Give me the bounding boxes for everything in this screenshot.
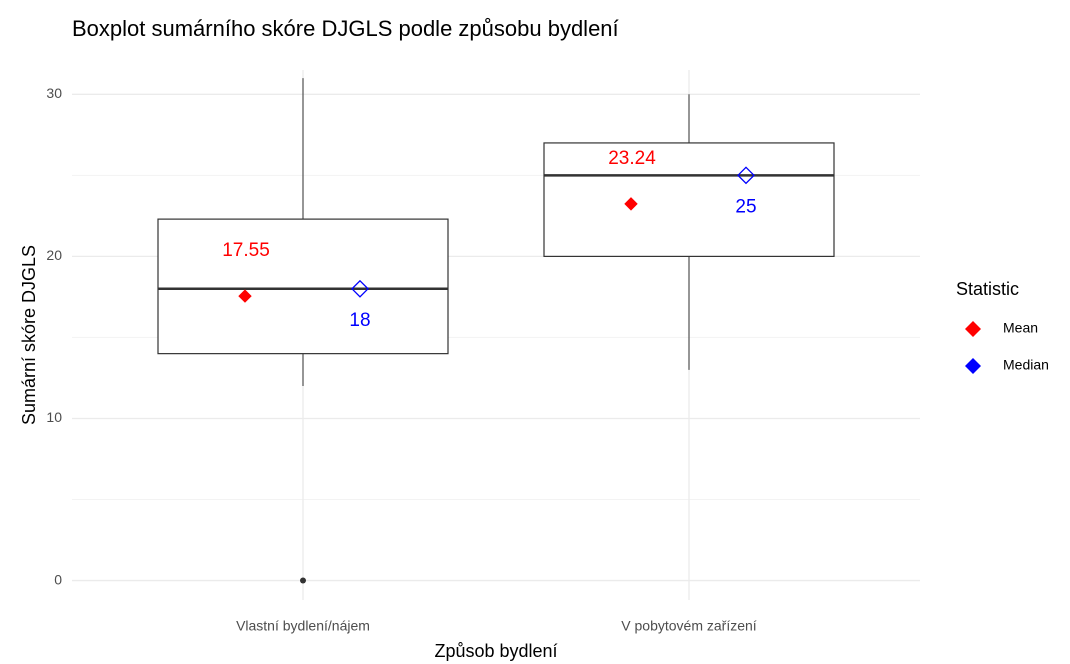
legend-marker (965, 321, 981, 337)
median-point (351, 279, 369, 298)
box (157, 218, 449, 355)
y-tick-label: 30 (46, 85, 62, 101)
x-tick-label: Vlastní bydlení/nájem (236, 618, 370, 634)
y-axis-label: Sumární skóre DJGLS (19, 245, 39, 425)
outlier (300, 577, 306, 584)
legend-marker (965, 358, 981, 374)
chart-title: Boxplot sumárního skóre DJGLS podle způs… (72, 16, 619, 41)
x-axis-label: Způsob bydlení (434, 641, 557, 661)
mean-point (624, 197, 638, 211)
data-label: 25 (735, 196, 756, 217)
data-label: 18 (349, 310, 370, 331)
data-label: 17.55 (222, 240, 270, 261)
median-point (737, 166, 755, 185)
y-tick-label: 20 (46, 247, 62, 263)
legend-label: Median (1003, 357, 1049, 373)
legend-title: Statistic (956, 279, 1019, 299)
x-tick-label: V pobytovém zařízení (621, 618, 757, 634)
y-tick-label: 0 (54, 571, 62, 587)
mean-point (238, 289, 252, 303)
box (543, 142, 835, 257)
data-label: 23.24 (608, 148, 656, 169)
y-tick-label: 10 (46, 409, 62, 425)
legend-label: Mean (1003, 320, 1038, 336)
